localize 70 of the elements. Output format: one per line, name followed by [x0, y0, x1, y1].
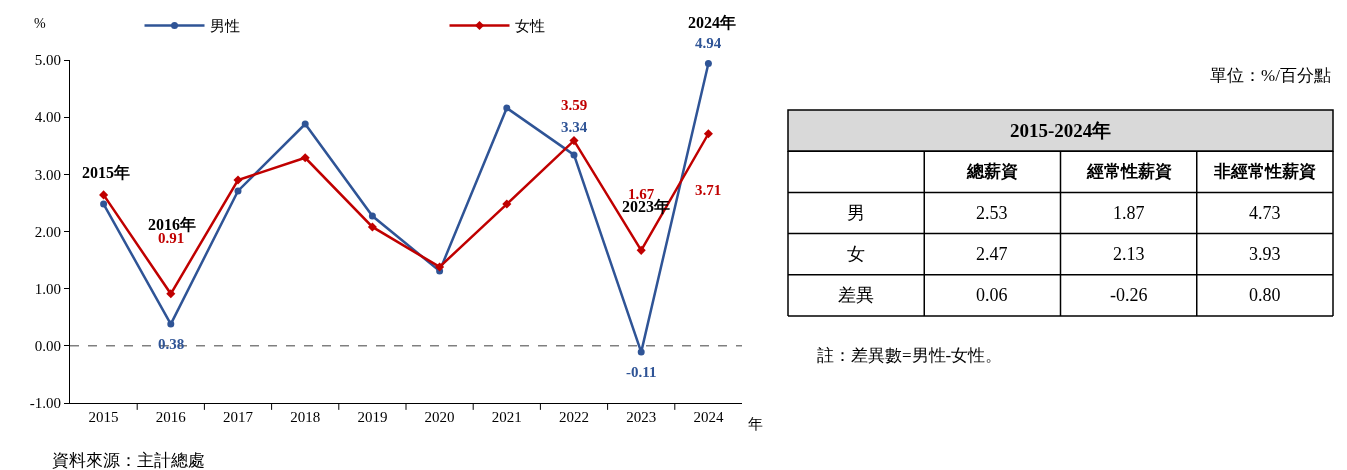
data-label: 3.71 — [695, 182, 722, 198]
data-label: 2.47 — [976, 244, 1008, 264]
data-label: 1.67 — [628, 186, 655, 202]
x-tick-label: 2024 — [693, 409, 724, 425]
legend-label: 男性 — [209, 18, 240, 35]
point — [233, 175, 243, 185]
point — [503, 104, 511, 112]
x-tick-label: 2022 — [559, 409, 589, 425]
x-tick-label: 經常性薪資 — [1086, 162, 1172, 181]
y-tick-label: 5.00 — [34, 52, 61, 69]
y-tick-label: 4.00 — [34, 109, 61, 126]
data-label: 3.34 — [561, 119, 588, 135]
point — [368, 212, 376, 220]
point — [570, 151, 578, 159]
point — [435, 262, 445, 272]
y-tick-label: 差異 — [838, 285, 874, 305]
text: 2024年 — [688, 14, 736, 31]
text: 註：差異數=男性-女性。 — [817, 346, 1003, 365]
y-tick-label: 男 — [847, 203, 865, 223]
y-axis-title: % — [34, 16, 46, 31]
point — [637, 348, 645, 356]
point — [502, 199, 512, 209]
data-label: 3.59 — [561, 97, 588, 113]
x-tick-label: 2015 — [88, 409, 119, 425]
x-tick-label: 2023 — [626, 409, 657, 425]
data-label: 0.91 — [158, 230, 185, 246]
point — [100, 200, 108, 208]
y-tick-label: 女 — [847, 244, 865, 264]
point — [167, 320, 175, 328]
y-tick-label: 2.00 — [34, 223, 61, 240]
data-label: 2.53 — [976, 203, 1008, 223]
data-label: 0.38 — [158, 336, 185, 352]
point — [234, 187, 242, 195]
source-note: 資料來源：主計總處 — [52, 451, 205, 470]
point — [166, 289, 176, 299]
data-label: 4.94 — [695, 35, 722, 51]
y-tick-label: 3.00 — [34, 166, 61, 183]
point — [636, 245, 646, 255]
point — [300, 153, 310, 163]
x-axis-title: 年 — [748, 416, 763, 432]
chart-subtitle: 單位：%/百分點 — [1210, 66, 1331, 85]
point — [703, 129, 713, 139]
x-tick-label: 2021 — [491, 409, 522, 425]
annotation: 2015年 — [82, 164, 130, 181]
data-label: 2.13 — [1113, 244, 1145, 264]
annotation: 2016年 — [148, 216, 196, 233]
x-tick-label: 非經常性薪資 — [1213, 162, 1316, 181]
point — [569, 136, 579, 146]
x-tick-label: 2018 — [290, 409, 321, 425]
data-label: 0.06 — [976, 285, 1008, 305]
x-tick-label: 2016 — [155, 409, 187, 425]
legend-label: 女性 — [514, 18, 545, 35]
data-label: 0.80 — [1249, 285, 1281, 305]
data-label: 3.93 — [1249, 244, 1281, 264]
y-tick-label: 0.00 — [34, 338, 61, 355]
y-tick-label: -1.00 — [29, 395, 61, 412]
chart-title: 2015-2024年 — [1010, 120, 1112, 141]
x-tick-label: 2020 — [424, 409, 455, 425]
data-label: -0.26 — [1110, 285, 1148, 305]
point — [704, 59, 712, 67]
data-label: 1.87 — [1113, 203, 1145, 223]
y-tick-label: 1.00 — [34, 280, 61, 297]
point — [99, 190, 109, 200]
data-label: 4.73 — [1249, 203, 1281, 223]
data-label: -0.11 — [626, 364, 657, 380]
x-tick-label: 總薪資 — [966, 162, 1018, 181]
x-tick-label: 2017 — [223, 409, 254, 425]
point — [301, 120, 309, 128]
x-tick-label: 2019 — [357, 409, 388, 425]
point — [367, 222, 377, 232]
